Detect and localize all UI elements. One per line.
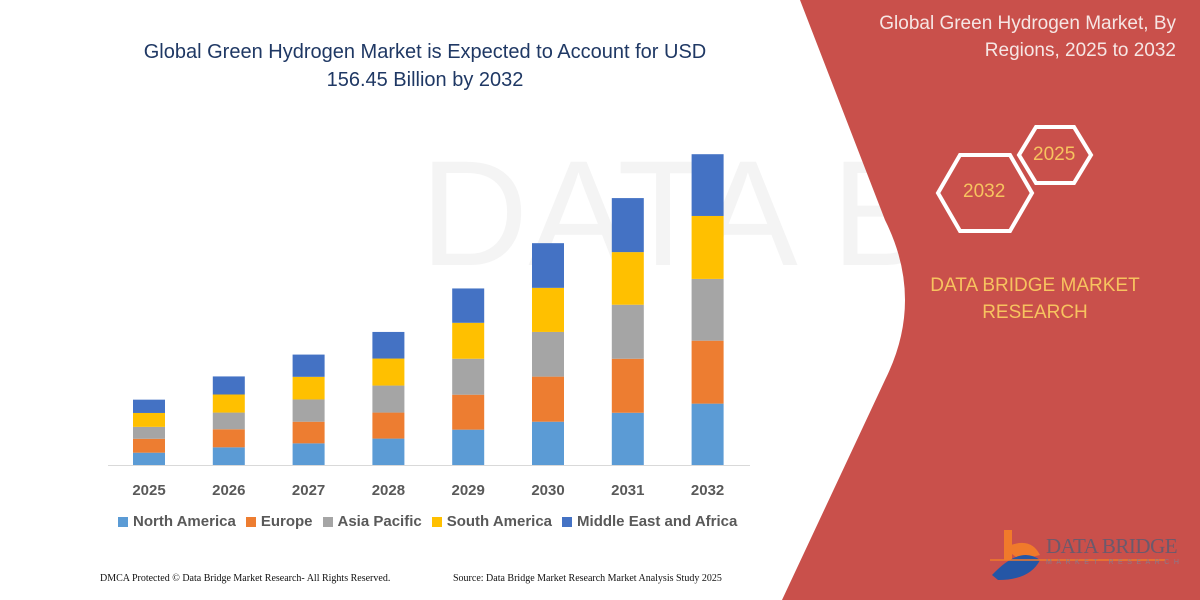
side-title-line-2: Regions, 2025 to 2032 bbox=[984, 40, 1176, 61]
x-tick-label: 2032 bbox=[691, 482, 724, 499]
title-line-2: 156.45 Billion by 2032 bbox=[326, 69, 524, 91]
bar-segment-2025-south-america bbox=[133, 412, 165, 427]
red-side-panel bbox=[782, 0, 1200, 600]
footer-copyright: DMCA Protected © Data Bridge Market Rese… bbox=[100, 573, 391, 584]
stacked-bar-chart: 2025 2026 2027 2028 2029 2030 2031 2032 bbox=[108, 154, 750, 499]
bar-segment-2029-south-america bbox=[452, 322, 485, 359]
legend-label: North America bbox=[133, 513, 236, 530]
hex-label-2032: 2032 bbox=[963, 181, 1006, 202]
legend-item: Asia Pacific bbox=[322, 513, 422, 530]
bar-segment-2028-south-america bbox=[372, 358, 405, 386]
bar-segment-2030-south-america bbox=[532, 287, 564, 332]
legend-item: Middle East and Africa bbox=[562, 513, 737, 530]
x-tick-label: 2026 bbox=[212, 482, 245, 499]
x-tick-label: 2030 bbox=[531, 482, 564, 499]
hexagon-2032 bbox=[935, 153, 1035, 233]
bar-segment-2032-middle-east-and-africa bbox=[691, 154, 724, 216]
side-panel-title: Global Green Hydrogen Market, By Regions… bbox=[816, 10, 1176, 64]
bar-segment-2032-asia-pacific bbox=[691, 278, 724, 341]
legend-swatch bbox=[245, 516, 256, 527]
bar-segment-2032-north-america bbox=[691, 403, 724, 465]
bar-segment-2025-asia-pacific bbox=[133, 426, 165, 439]
legend-item: South America bbox=[431, 513, 553, 530]
bar-segment-2029-middle-east-and-africa bbox=[452, 288, 485, 323]
bar-segment-2030-asia-pacific bbox=[532, 331, 564, 377]
logo-text: DATA BRIDGE bbox=[1046, 534, 1178, 558]
legend-label: Asia Pacific bbox=[337, 513, 422, 530]
x-tick-label: 2028 bbox=[372, 482, 405, 499]
brand-line-1: DATA BRIDGE MARKET bbox=[930, 275, 1140, 296]
bar-segment-2031-middle-east-and-africa bbox=[611, 198, 644, 253]
brand-line-2: RESEARCH bbox=[982, 302, 1088, 323]
bar-segment-2031-asia-pacific bbox=[611, 304, 644, 359]
legend-label: Middle East and Africa bbox=[577, 513, 738, 530]
bar-segment-2026-south-america bbox=[212, 394, 245, 413]
bar-segment-2030-north-america bbox=[532, 421, 564, 465]
legend-label: Europe bbox=[260, 513, 313, 530]
bar-segment-2027-south-america bbox=[292, 376, 325, 400]
bar-segment-2029-europe bbox=[452, 394, 485, 430]
chart-title: Global Green Hydrogen Market is Expected… bbox=[100, 38, 750, 94]
bar-segment-2027-europe bbox=[292, 421, 325, 444]
bar-segment-2026-asia-pacific bbox=[212, 412, 245, 430]
legend-item: North America bbox=[118, 513, 236, 530]
bar-segment-2026-middle-east-and-africa bbox=[212, 376, 245, 395]
bar-segment-2031-europe bbox=[611, 358, 644, 413]
legend-item: Europe bbox=[245, 513, 313, 530]
title-line-1: Global Green Hydrogen Market is Expected… bbox=[143, 41, 707, 63]
bar-segment-2025-north-america bbox=[133, 452, 165, 465]
legend-swatch bbox=[118, 516, 128, 527]
legend-swatch bbox=[431, 516, 442, 527]
data-bridge-logo-icon bbox=[990, 530, 1165, 580]
bar-segment-2025-middle-east-and-africa bbox=[133, 399, 165, 413]
bar-segment-2028-asia-pacific bbox=[372, 385, 405, 413]
bar-segment-2029-north-america bbox=[452, 429, 485, 465]
bar-segment-2032-south-america bbox=[691, 215, 724, 279]
logo-subtext: MARKET RESEARCH bbox=[1046, 559, 1184, 566]
bar-segment-2032-europe bbox=[691, 340, 724, 404]
x-tick-label: 2031 bbox=[611, 482, 644, 499]
bar-segment-2029-asia-pacific bbox=[452, 358, 485, 395]
bar-segment-2027-asia-pacific bbox=[292, 399, 325, 422]
legend-label: South America bbox=[446, 513, 553, 530]
bar-segment-2026-north-america bbox=[212, 447, 245, 465]
bar-segment-2025-europe bbox=[133, 438, 165, 453]
x-tick-label: 2025 bbox=[132, 482, 165, 499]
bar-segment-2028-north-america bbox=[372, 438, 405, 465]
bar-segment-2028-middle-east-and-africa bbox=[372, 331, 405, 359]
hex-label-2025: 2025 bbox=[1033, 144, 1076, 165]
bar-segment-2026-europe bbox=[212, 429, 245, 448]
bar-segment-2027-north-america bbox=[292, 443, 325, 465]
footer-source: Source: Data Bridge Market Research Mark… bbox=[453, 573, 722, 584]
hexagon-2025 bbox=[1016, 125, 1094, 185]
bar-segment-2030-europe bbox=[532, 376, 564, 422]
bar-segment-2031-south-america bbox=[611, 252, 644, 305]
x-tick-label: 2029 bbox=[452, 482, 485, 499]
bar-segment-2031-north-america bbox=[611, 412, 644, 465]
x-tick-label: 2027 bbox=[292, 482, 325, 499]
bar-segment-2027-middle-east-and-africa bbox=[292, 354, 325, 377]
side-title-line-1: Global Green Hydrogen Market, By bbox=[879, 13, 1176, 34]
legend-swatch bbox=[562, 516, 573, 527]
brand-text: DATA BRIDGE MARKET RESEARCH bbox=[905, 272, 1165, 326]
bar-segment-2028-europe bbox=[372, 412, 405, 439]
chart-legend: North America Europe Asia Pacific South Ame… bbox=[118, 513, 737, 530]
bar-segment-2030-middle-east-and-africa bbox=[532, 243, 564, 288]
legend-swatch bbox=[322, 516, 333, 527]
